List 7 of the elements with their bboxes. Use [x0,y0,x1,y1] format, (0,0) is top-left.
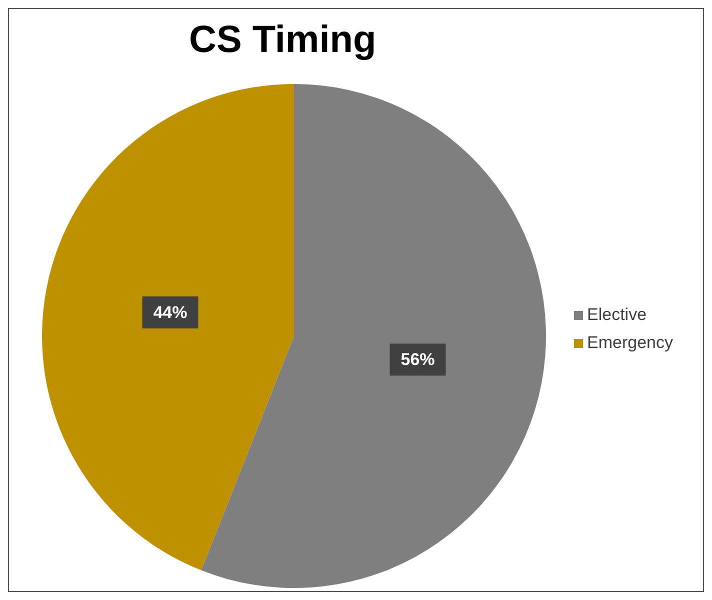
data-label: 56% [400,350,435,370]
chart-title: CS Timing [188,19,378,63]
legend-label: Emergency [587,333,673,352]
data-label: 44% [153,302,188,322]
legend-label: Elective [587,305,647,324]
pie-slice [42,84,294,570]
pie-slice [201,84,546,588]
